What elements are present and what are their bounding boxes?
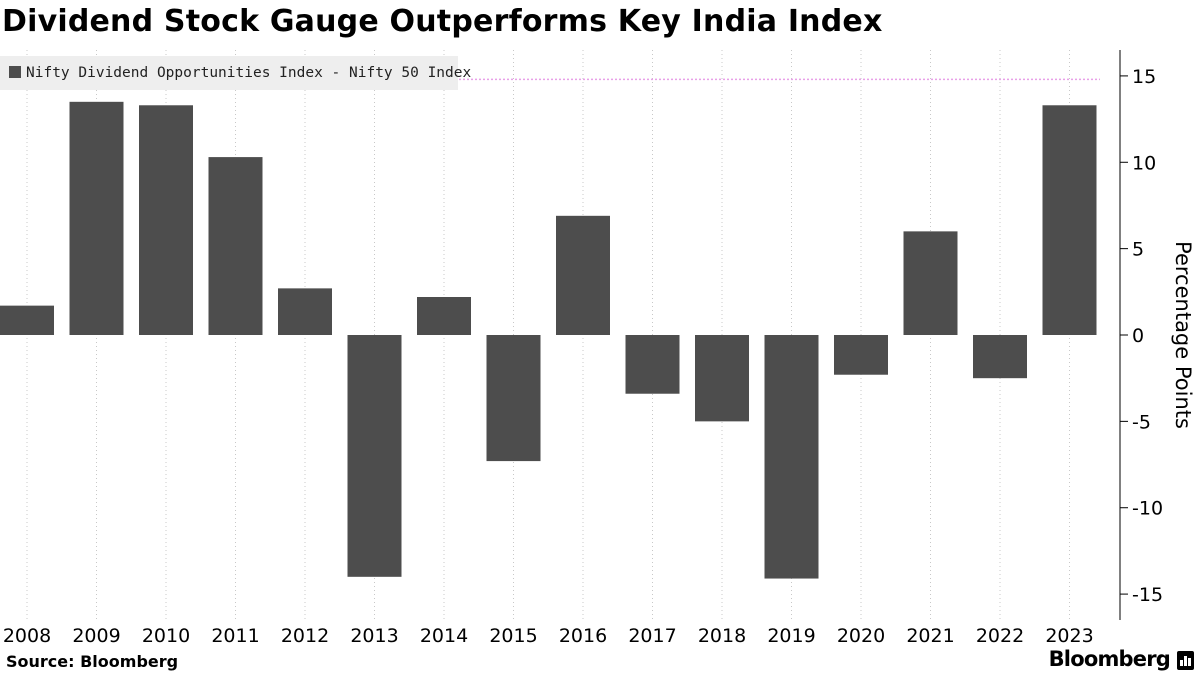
- y-tick-label: -10: [1132, 498, 1163, 520]
- bar-2009: [69, 101, 124, 336]
- y-tick-label: 15: [1132, 66, 1156, 88]
- y-axis-label: Percentage Points: [1171, 241, 1195, 429]
- x-tick-label: 2014: [420, 625, 468, 647]
- bar-2011: [208, 157, 263, 335]
- bar-2012: [278, 288, 332, 335]
- bar-2022: [973, 335, 1027, 379]
- legend-swatch: [9, 66, 21, 78]
- bar-2021: [903, 231, 958, 335]
- bar-2014: [417, 297, 471, 335]
- bar-2015: [486, 335, 541, 462]
- bar-2008: [0, 305, 54, 335]
- x-tick-label: 2015: [489, 625, 537, 647]
- source-note: Source: Bloomberg: [6, 652, 179, 671]
- bar-2017: [625, 335, 680, 394]
- legend-label: Nifty Dividend Opportunities Index - Nif…: [26, 65, 471, 81]
- bar-2020: [834, 335, 888, 375]
- y-tick-label: -5: [1132, 411, 1151, 433]
- x-tick-label: 2020: [837, 625, 885, 647]
- x-tick-label: 2021: [906, 625, 954, 647]
- x-tick-label: 2011: [211, 625, 259, 647]
- y-tick-label: 0: [1132, 325, 1144, 347]
- bar-2023: [1042, 105, 1097, 335]
- y-tick-label: -15: [1132, 584, 1163, 606]
- legend: Nifty Dividend Opportunities Index - Nif…: [0, 56, 471, 90]
- x-labels-layer: 2008 2009 2010 2011 2012 2013 2014 2015 2016 2017…: [3, 625, 1094, 647]
- x-tick-label: 2019: [767, 625, 815, 647]
- y-tick-label: 5: [1132, 239, 1144, 261]
- x-tick-label: 2018: [698, 625, 746, 647]
- x-tick-label: 2016: [559, 625, 607, 647]
- x-tick-label: 2008: [3, 625, 51, 647]
- y-ticks-layer: 15 10 5 0 -5 -10 -15: [1120, 66, 1163, 606]
- bar-2013: [347, 335, 402, 577]
- x-tick-label: 2013: [350, 625, 398, 647]
- x-tick-label: 2009: [72, 625, 120, 647]
- bars-layer: [0, 101, 1097, 579]
- bar-2019: [764, 335, 819, 579]
- bar-2016: [556, 215, 610, 335]
- y-tick-label: 10: [1132, 152, 1156, 174]
- x-tick-label: 2023: [1045, 625, 1093, 647]
- bar-2018: [695, 335, 749, 422]
- chart-title: Dividend Stock Gauge Outperforms Key Ind…: [2, 4, 883, 39]
- bar-2010: [139, 105, 193, 335]
- legend-background: [0, 56, 458, 90]
- x-tick-label: 2017: [628, 625, 676, 647]
- x-tick-label: 2022: [976, 625, 1024, 647]
- x-tick-label: 2012: [281, 625, 329, 647]
- bloomberg-logo: Bloomberg: [1048, 647, 1171, 671]
- x-tick-label: 2010: [142, 625, 190, 647]
- bloomberg-badge-icon: [1177, 651, 1194, 670]
